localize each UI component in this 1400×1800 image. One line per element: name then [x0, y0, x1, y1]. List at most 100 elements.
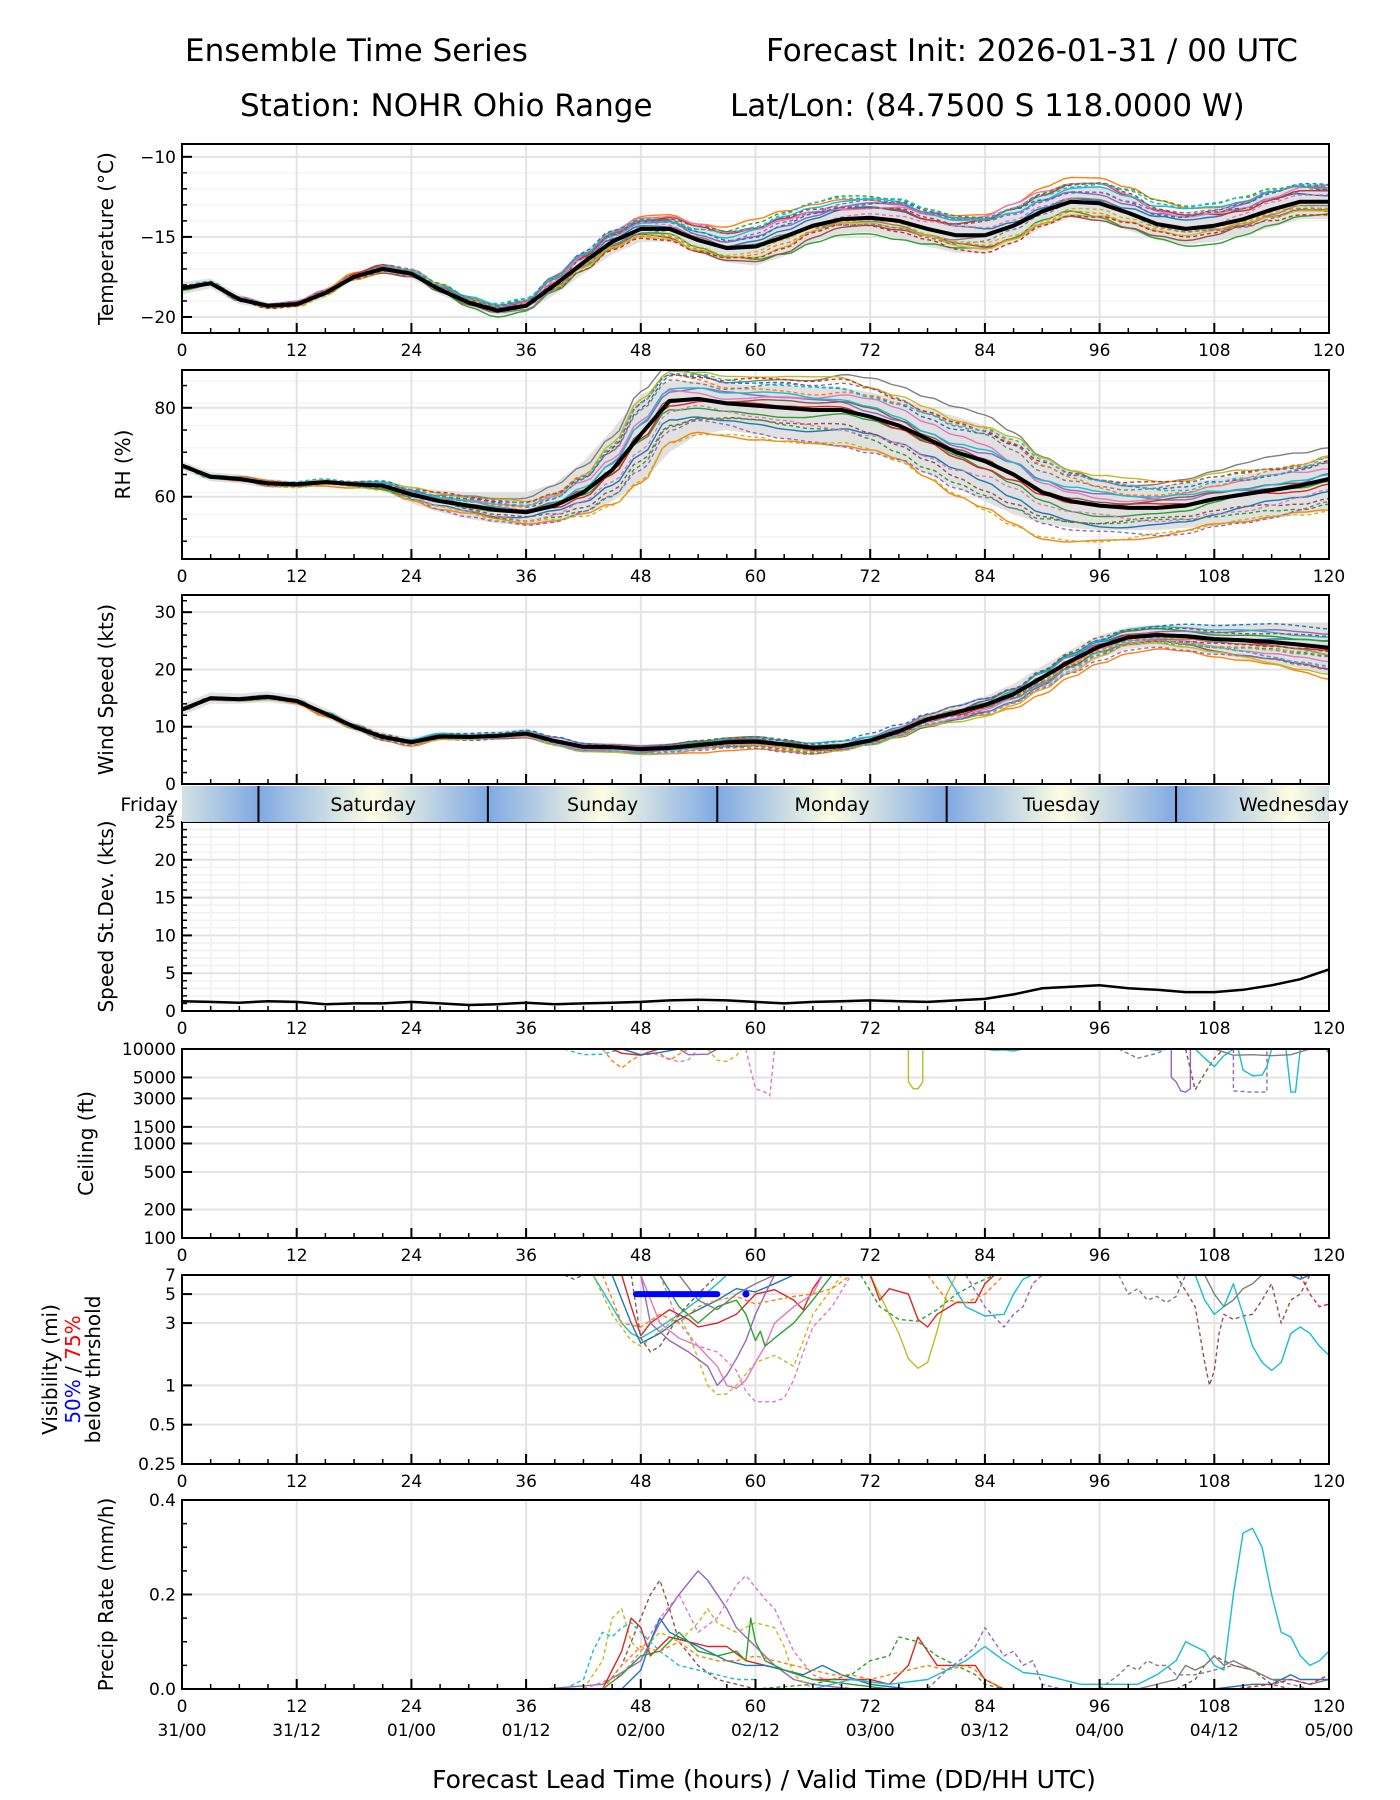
day-label: Saturday	[330, 794, 416, 816]
y-tick-label: 100	[144, 1229, 176, 1249]
member-line	[582, 1608, 832, 1689]
member-line	[640, 1275, 824, 1389]
member-line	[601, 1617, 1005, 1689]
y-tick-label: 3000	[133, 1089, 176, 1109]
x-tick-label: 36	[515, 567, 537, 587]
x-tick-label: 72	[859, 1246, 881, 1266]
x-tick-label: 36	[515, 1019, 537, 1039]
x-tick-label: 48	[630, 1019, 652, 1039]
x-tick-label: 120	[1313, 1019, 1345, 1039]
member-line	[621, 1049, 680, 1056]
x-tick-label: 108	[1198, 1246, 1230, 1266]
visibility-series	[564, 1275, 1329, 1403]
x-tick-label: 24	[401, 1246, 423, 1266]
member-line	[564, 1275, 584, 1280]
y-tick-label: 5	[165, 964, 176, 984]
member-line	[602, 1617, 890, 1689]
x-tick-label: 0	[177, 1472, 188, 1492]
x-tick-label: 36	[515, 1246, 537, 1266]
x-tick-label: 60	[745, 1697, 767, 1717]
y-axis-label: Visibility (mi)	[38, 1304, 62, 1435]
y-axis-label: Speed St.Dev. (kts)	[94, 820, 118, 1012]
member-line	[1099, 1660, 1311, 1689]
panel-visibility: 0.25 0.5 1 3 57 0 12 24 36 48 60 72 84 96 108 120 Visibi…	[38, 1266, 1345, 1492]
y-tick-label: 10	[154, 718, 176, 738]
x-tick-label: 24	[401, 567, 423, 587]
member-line	[182, 622, 1329, 749]
member-line	[182, 387, 1329, 513]
member-line	[182, 373, 1329, 508]
member-line	[182, 370, 1329, 503]
x-tick-label: 0	[177, 1246, 188, 1266]
x-tick-label: 60	[745, 1019, 767, 1039]
x-tick-label: 96	[1089, 341, 1111, 361]
label-sep: /	[61, 1360, 85, 1379]
ceiling-series	[564, 1049, 1329, 1097]
x-tick-label: 120	[1313, 567, 1345, 587]
member-line	[630, 1275, 718, 1353]
y-tick-label: 20	[154, 660, 176, 680]
x-tick-label: 96	[1089, 1019, 1111, 1039]
panel-wind_speed: 0 10 20 30 Wind Speed (kts)	[94, 594, 1330, 795]
day-label: Sunday	[567, 794, 638, 816]
member-line	[927, 1275, 1005, 1304]
member-line	[1170, 1049, 1192, 1093]
member-line	[946, 1275, 1033, 1317]
member-line	[1285, 1049, 1301, 1093]
wind_speed-series	[182, 622, 1329, 756]
member-line	[812, 1527, 1329, 1689]
x-tick-label: 48	[630, 341, 652, 361]
rh-series	[182, 370, 1329, 543]
member-line	[182, 209, 1329, 314]
member-line	[182, 646, 1329, 755]
x-tick-label: 36	[515, 1697, 537, 1717]
ensemble-mean-line	[182, 396, 1329, 515]
member-line	[182, 373, 1329, 504]
x-tick-label: 60	[745, 1246, 767, 1266]
x-tick-label: 72	[859, 1019, 881, 1039]
y-tick-label: 0	[165, 775, 176, 795]
y-tick-label: 0.0	[149, 1680, 176, 1700]
x-tick-label: 24	[401, 341, 423, 361]
x-tick-label: 108	[1198, 567, 1230, 587]
member-line	[545, 1570, 852, 1689]
y-tick-label: 20	[154, 851, 176, 871]
valid-time-label: 03/12	[960, 1721, 1009, 1741]
x-tick-label: 96	[1089, 1246, 1111, 1266]
member-line	[182, 182, 1329, 309]
panel-temperature: −20 −15 −10 0 12 24 36 48 60 72 84 96 108 120 Temperat…	[94, 143, 1345, 361]
y-tick-label: 25	[154, 813, 176, 833]
x-tick-label: 36	[515, 341, 537, 361]
x-tick-label: 48	[630, 1246, 652, 1266]
x-tick-label: 48	[630, 1472, 652, 1492]
temperature-series	[182, 176, 1329, 318]
x-tick-label: 36	[515, 1472, 537, 1492]
spread-band	[182, 185, 1329, 316]
precip-series	[545, 1527, 1329, 1689]
y-tick-label: 5000	[133, 1068, 176, 1088]
y-tick-label: 0.5	[149, 1416, 176, 1436]
member-line	[1237, 1049, 1273, 1077]
member-line	[621, 1275, 823, 1337]
valid-time-label: 02/00	[616, 1721, 665, 1741]
x-tick-label: 84	[974, 1472, 996, 1492]
y-tick-label: −20	[140, 308, 176, 328]
member-line	[182, 214, 1329, 312]
y-tick-label: 5	[165, 1285, 176, 1305]
valid-time-label: 01/00	[387, 1721, 436, 1741]
member-line	[182, 419, 1329, 537]
x-tick-label: 120	[1313, 1472, 1345, 1492]
y-tick-label: 15	[154, 889, 176, 909]
member-line	[1184, 1049, 1225, 1091]
y-axis-label: Wind Speed (kts)	[94, 604, 118, 775]
member-line	[1204, 1275, 1263, 1308]
member-line	[602, 1049, 689, 1069]
x-tick-label: 72	[859, 1697, 881, 1717]
member-line	[659, 1275, 852, 1403]
x-tick-label: 120	[1313, 341, 1345, 361]
valid-time-label: 01/12	[502, 1721, 551, 1741]
label-50pct: 50%	[61, 1379, 85, 1423]
x-tick-label: 48	[630, 567, 652, 587]
day-segments	[182, 786, 1329, 822]
